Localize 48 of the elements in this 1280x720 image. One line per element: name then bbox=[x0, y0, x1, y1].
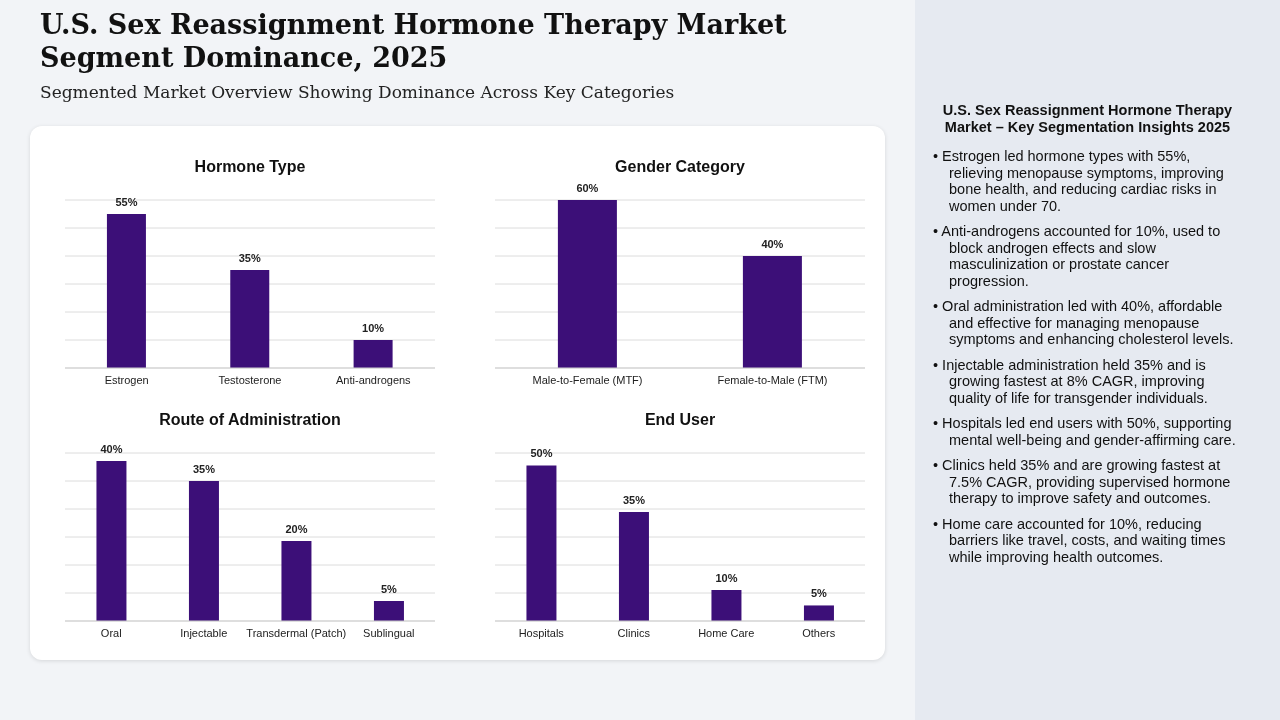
bar bbox=[711, 589, 742, 621]
x-tick-label: Others bbox=[802, 626, 836, 639]
data-label: 5% bbox=[381, 583, 398, 595]
bar bbox=[188, 481, 219, 621]
chart-title: Hormone Type bbox=[193, 158, 307, 176]
bar bbox=[803, 605, 834, 621]
text: Segmented Market Overview Showing Dominance Across Key Categories bbox=[40, 82, 676, 102]
bar bbox=[526, 465, 557, 621]
text: • Home care accounted for 10%, reducing barriers like travel, costs, and waiting times while improving health outcomes. bbox=[933, 515, 1227, 565]
data-label: 20% bbox=[285, 523, 308, 535]
x-tick-label: Female-to-Male (FTM) bbox=[717, 373, 828, 386]
x-tick-label: Transdermal (Patch) bbox=[246, 626, 347, 639]
x-tick-label: Injectable bbox=[180, 626, 228, 639]
data-label: 35% bbox=[238, 252, 261, 264]
text: • Oral administration led with 40%, affordable and effective for managing menopause symptoms and enhancing cholesterol levels. bbox=[933, 298, 1235, 348]
data-label: 55% bbox=[115, 196, 138, 208]
text: U.S. Sex Reassignment Hormone Therapy Market – Key Segmentation Insights 2025 bbox=[941, 102, 1234, 136]
data-label: 10% bbox=[362, 322, 385, 334]
x-tick-label: Male-to-Female (MTF) bbox=[532, 373, 643, 386]
bar bbox=[96, 461, 127, 621]
bar bbox=[373, 601, 404, 621]
text: • Anti-androgens accounted for 10%, used to block androgen effects and slow masculinization or prostate cancer progression. bbox=[933, 223, 1222, 289]
text: • Injectable administration held 35% and is growing fastest at 8% CAGR, improving quality of life for transgender individuals. bbox=[933, 356, 1209, 406]
text: • Hospitals led end users with 50%, supporting mental well-being and gender-affirming care. bbox=[933, 415, 1237, 448]
chart-title: Gender Category bbox=[614, 158, 746, 176]
chart-title: End User bbox=[643, 411, 717, 429]
x-tick-label: Testosterone bbox=[218, 373, 282, 386]
x-tick-label: Home Care bbox=[698, 626, 755, 639]
x-tick-label: Oral bbox=[100, 626, 122, 639]
data-label: 60% bbox=[576, 182, 599, 194]
text: • Clinics held 35% and are growing fastest at 7.5% CAGR, providing supervised hormone therapy to improve safety and outcomes. bbox=[933, 457, 1232, 507]
data-label: 40% bbox=[761, 238, 784, 250]
x-tick-label: Hospitals bbox=[518, 626, 565, 639]
x-tick-label: Estrogen bbox=[104, 373, 149, 386]
x-tick-label: Sublingual bbox=[363, 626, 415, 639]
data-label: 35% bbox=[622, 494, 646, 507]
data-label: 5% bbox=[811, 587, 828, 600]
chart-title: Route of Administration bbox=[158, 411, 342, 429]
data-label: 50% bbox=[530, 447, 553, 460]
x-tick-label: Anti-androgens bbox=[336, 373, 412, 386]
x-tick-label: Clinics bbox=[617, 626, 651, 639]
bar bbox=[281, 541, 312, 621]
text: U.S. Sex Reassignment Hormone Therapy Market Segment Dominance, 2025 bbox=[40, 8, 788, 74]
data-label: 35% bbox=[192, 463, 216, 475]
data-label: 10% bbox=[715, 571, 738, 584]
data-label: 40% bbox=[100, 443, 123, 455]
text: • Estrogen led hormone types with 55%, relieving menopause symptoms, improving bone health, and reducing cardiac risks in women under 70. bbox=[933, 148, 1225, 214]
bar bbox=[618, 512, 649, 621]
